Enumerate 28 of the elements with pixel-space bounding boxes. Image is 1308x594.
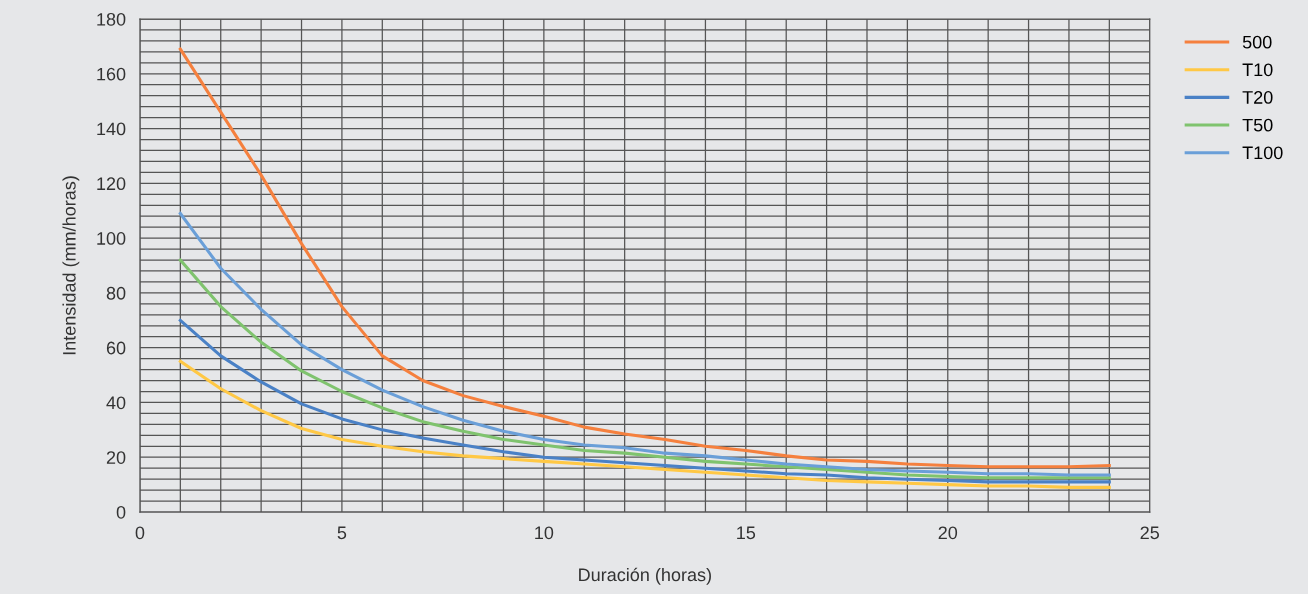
x-tick-label: 10 — [535, 526, 554, 540]
y-tick-label: 160 — [97, 67, 126, 81]
line-series — [178, 258, 1111, 480]
y-tick-label: 60 — [106, 341, 126, 355]
x-tick-label: 20 — [938, 526, 958, 540]
legend-label: T100 — [1242, 146, 1283, 160]
legend-label: T20 — [1242, 91, 1273, 104]
y-tick-label: 20 — [106, 451, 126, 464]
y-tick-label: 80 — [106, 286, 126, 300]
line-series — [178, 359, 1111, 489]
y-tick-label: 180 — [97, 12, 126, 26]
x-tick-label: 25 — [1140, 526, 1160, 540]
y-axis-title: Intensidad (mm/horas) — [62, 176, 80, 355]
y-tick-label: 100 — [97, 232, 126, 245]
line-series — [178, 318, 1111, 484]
x-tick-label: 5 — [337, 526, 347, 540]
y-tick-label: 40 — [106, 396, 126, 410]
legend-label: T50 — [1242, 118, 1273, 132]
legend-label: T10 — [1242, 63, 1273, 77]
x-tick-label: 0 — [135, 526, 145, 540]
line-series — [178, 211, 1111, 477]
legend-label: 500 — [1242, 35, 1272, 49]
x-axis-title: Duración (horas) — [579, 567, 711, 585]
y-tick-label: 120 — [97, 177, 126, 191]
line-series — [178, 47, 1111, 469]
y-tick-label: 140 — [97, 122, 126, 136]
y-tick-label: 0 — [116, 505, 126, 519]
x-tick-label: 15 — [737, 526, 756, 540]
